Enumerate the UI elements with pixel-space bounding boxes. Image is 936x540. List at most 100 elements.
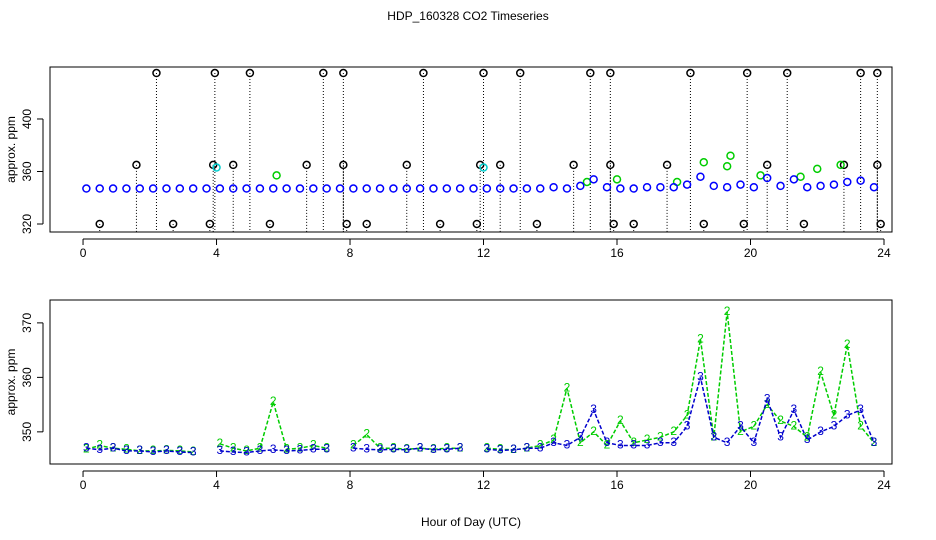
point [429,184,438,193]
point [762,160,772,170]
point-marker: 2 [617,413,624,427]
point-marker: 3 [831,419,838,433]
point-marker: 2 [564,380,571,394]
point [265,219,275,229]
point [776,181,785,191]
point-marker: 3 [510,442,517,456]
point [455,184,465,193]
point-marker: 2 [857,419,864,433]
point-marker: 2 [323,440,330,454]
point-marker: 2 [537,438,544,452]
point-marker: 2 [217,436,224,450]
point-marker: 3 [684,419,691,433]
point [662,160,672,170]
point [642,182,652,192]
x-tick-label: 20 [744,246,758,260]
point [362,219,371,229]
point [95,219,104,229]
point [696,172,705,181]
point-marker: 3 [791,402,798,416]
x-tick-label: 16 [610,478,624,492]
point [606,68,615,78]
point [242,184,251,193]
point [402,184,412,193]
point [415,184,425,193]
point-marker: 3 [403,442,410,456]
point-marker: 3 [764,391,771,405]
point [873,68,882,78]
point [108,184,118,193]
point-marker: 2 [163,443,170,457]
point-marker: 3 [871,435,878,449]
point-marker: 2 [510,442,517,456]
point [212,163,221,172]
x-tick-label: 24 [877,478,891,492]
point-marker: 2 [644,432,651,446]
point-marker: 2 [363,427,370,441]
series [95,68,885,232]
point-marker: 3 [230,444,237,458]
point-marker: 2 [630,435,637,449]
point-marker: 2 [243,443,250,457]
point [295,184,305,193]
point [322,184,331,193]
point [843,177,852,187]
point-marker: 3 [363,441,370,455]
point [509,184,518,193]
point [175,184,185,193]
point [495,184,505,193]
point [389,184,398,193]
point-marker: 2 [750,419,757,433]
point-marker: 3 [323,441,330,455]
y-tick-label: 400 [20,109,34,129]
plot-frame [49,66,893,233]
point-marker: 2 [230,440,237,454]
series-line [86,311,875,453]
point [335,184,345,193]
x-tick-label: 4 [213,478,220,492]
point-marker: 2 [764,397,771,411]
point [686,68,695,78]
point-marker: 2 [484,440,491,454]
point [362,184,371,193]
point [188,184,198,193]
point [869,182,879,192]
point-marker: 2 [524,440,531,454]
x-axis-label: Hour of Day (UTC) [421,515,521,529]
x-tick-label: 12 [477,478,491,492]
point [82,184,91,193]
point [535,184,545,193]
point-marker: 2 [403,441,410,455]
point [402,160,412,170]
point-marker: 3 [644,438,651,452]
point [339,68,348,78]
point-marker: 2 [684,408,691,422]
point [612,175,622,184]
point [836,160,845,170]
point-marker: 3 [697,370,704,384]
point [469,184,478,193]
point [873,160,882,170]
point-marker: 2 [831,408,838,422]
point [549,182,558,192]
plot-frame [49,299,893,465]
point [699,158,709,167]
point-marker: 3 [577,429,584,443]
point [302,160,311,170]
point-marker: 2 [804,429,811,443]
point [435,219,445,229]
point-marker: 3 [350,440,357,454]
point [589,175,598,184]
point-marker: 2 [96,438,103,452]
point-marker: 3 [857,402,864,416]
x-tick-label: 12 [477,246,491,260]
point [269,184,278,193]
point-marker: 3 [524,440,531,454]
point-marker: 2 [176,443,183,457]
point-marker: 2 [791,419,798,433]
point [210,68,220,78]
point [839,160,849,170]
point-marker: 2 [270,394,277,408]
x-tick-label: 16 [610,246,624,260]
point-marker: 3 [750,435,757,449]
